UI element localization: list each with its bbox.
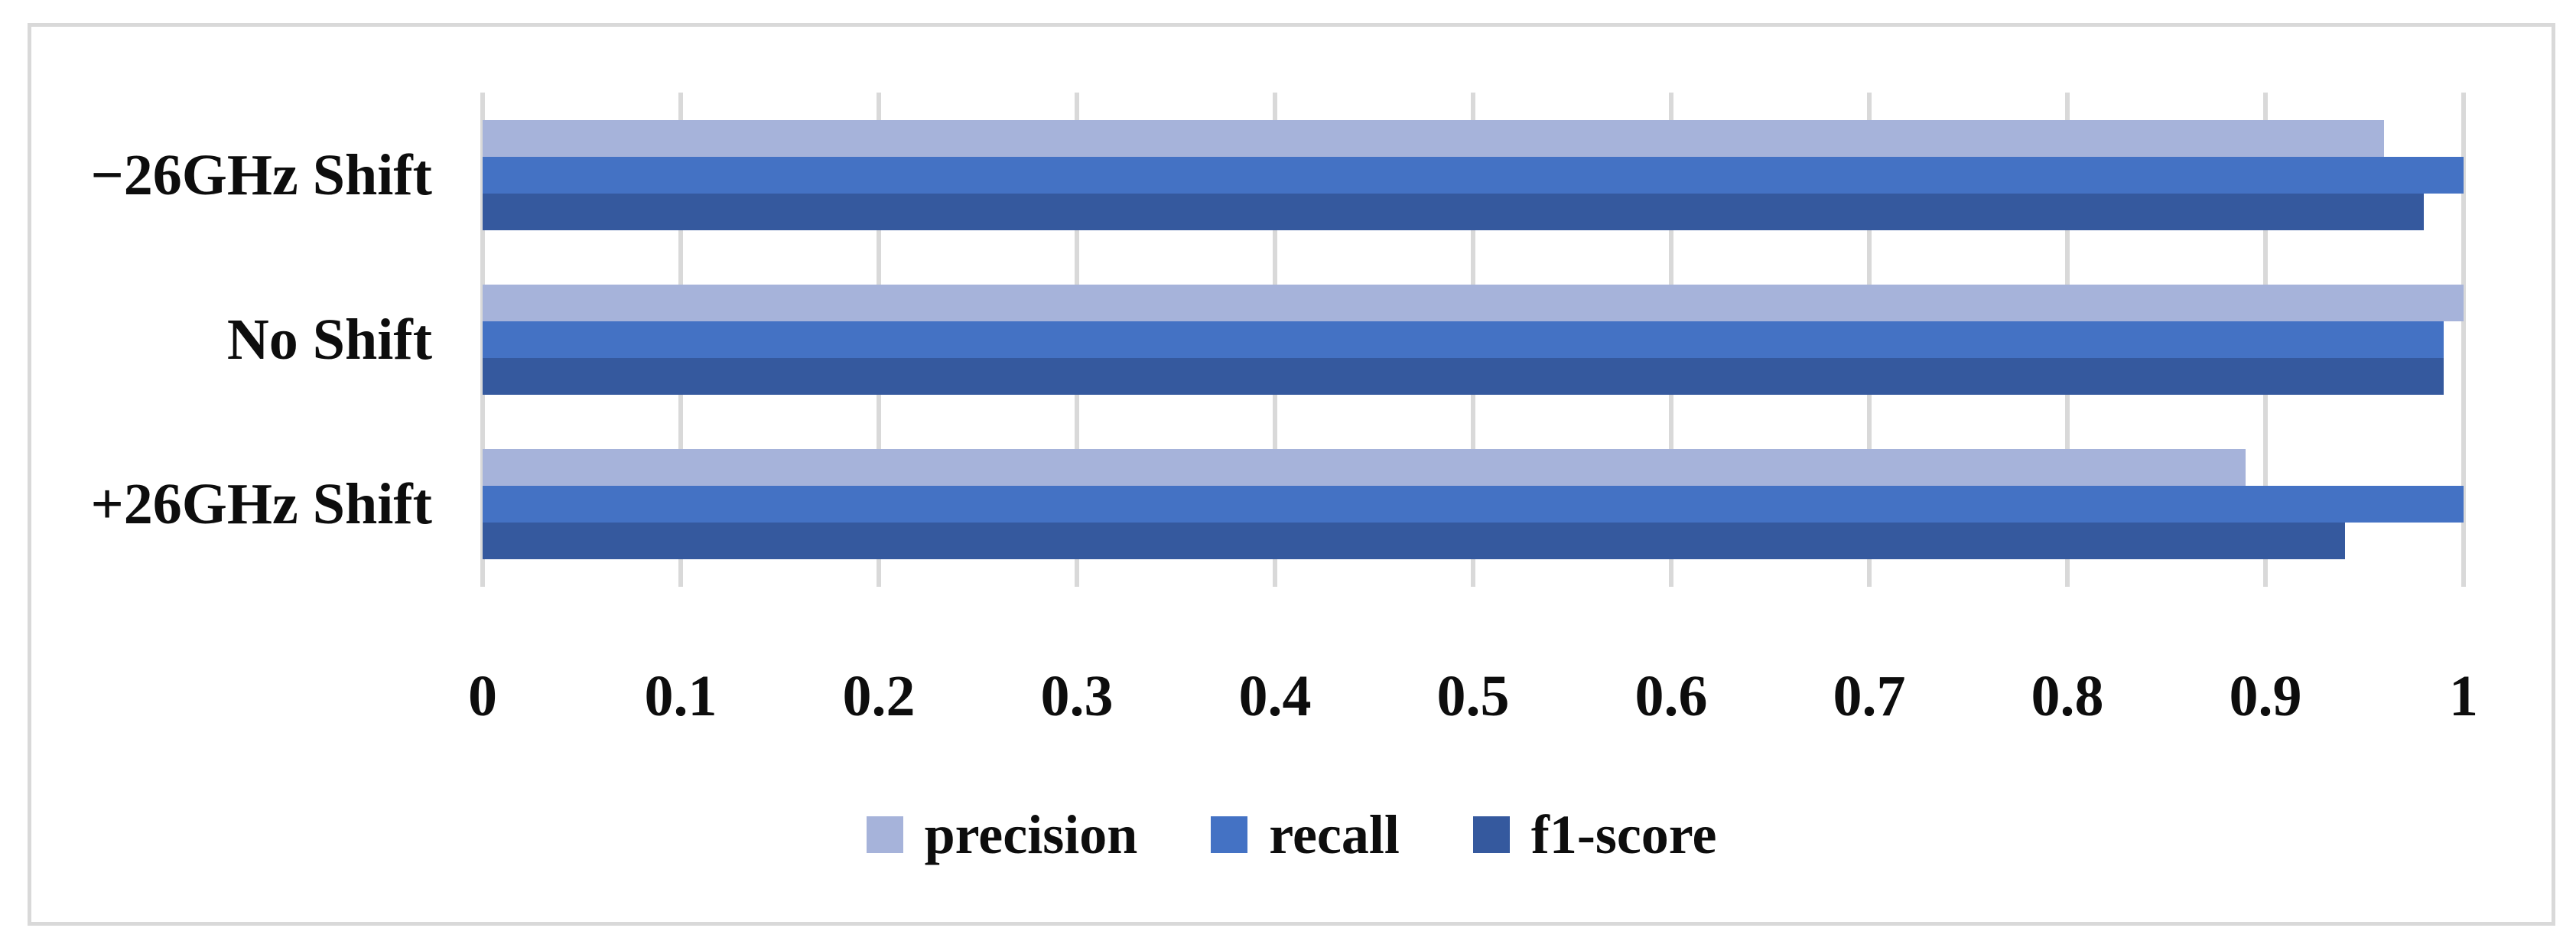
- legend-label: f1-score: [1530, 804, 1717, 865]
- legend-swatch-icon: [866, 816, 903, 853]
- x-tick-label: 0.7: [1833, 664, 1906, 728]
- x-tick-label: 0.8: [2031, 664, 2104, 728]
- x-tick-label: 0.9: [2229, 664, 2302, 728]
- bar-f1-score: [483, 523, 2345, 560]
- bar-precision: [483, 119, 2385, 157]
- x-tick-label: 0.3: [1040, 664, 1114, 728]
- category-label: +26GHz Shift: [90, 472, 432, 537]
- bar-f1-score: [483, 358, 2444, 395]
- bar-recall: [483, 321, 2444, 358]
- legend-item-precision: precision: [866, 804, 1138, 865]
- bar-recall: [483, 156, 2464, 194]
- bars-layer: [31, 27, 2552, 922]
- category-label: No Shift: [226, 308, 432, 372]
- legend-swatch-icon: [1472, 816, 1510, 853]
- bar-precision: [483, 285, 2464, 321]
- value-axis: 0 0.1 0.2 0.3 0.4 0.5 0.6 0.7 0.8 0.9 1: [31, 27, 2552, 922]
- category-axis: −26GHz Shift No Shift +26GHz Shift: [31, 27, 2552, 922]
- x-tick-label: 0.6: [1634, 664, 1708, 728]
- legend-item-recall: recall: [1211, 804, 1400, 865]
- x-tick-label: 0.1: [644, 664, 717, 728]
- gridline: [2461, 93, 2466, 587]
- x-tick-label: 0.5: [1436, 664, 1510, 728]
- x-tick-label: 0.2: [842, 664, 916, 728]
- legend-label: precision: [924, 804, 1138, 865]
- category-label: −26GHz Shift: [90, 142, 432, 207]
- chart-panel: −26GHz Shift No Shift +26GHz Shift 0 0.1 0.2…: [28, 23, 2555, 926]
- legend: precision recall f1-score: [31, 804, 2552, 865]
- bar-recall: [483, 486, 2464, 523]
- bar-precision: [483, 449, 2246, 487]
- x-tick-label: 0: [468, 664, 497, 728]
- bar-f1-score: [483, 193, 2425, 230]
- legend-item-f1-score: f1-score: [1472, 804, 1717, 865]
- x-tick-label: 1: [2449, 664, 2478, 728]
- legend-swatch-icon: [1211, 816, 1248, 853]
- x-tick-label: 0.4: [1238, 664, 1312, 728]
- legend-label: recall: [1269, 804, 1400, 865]
